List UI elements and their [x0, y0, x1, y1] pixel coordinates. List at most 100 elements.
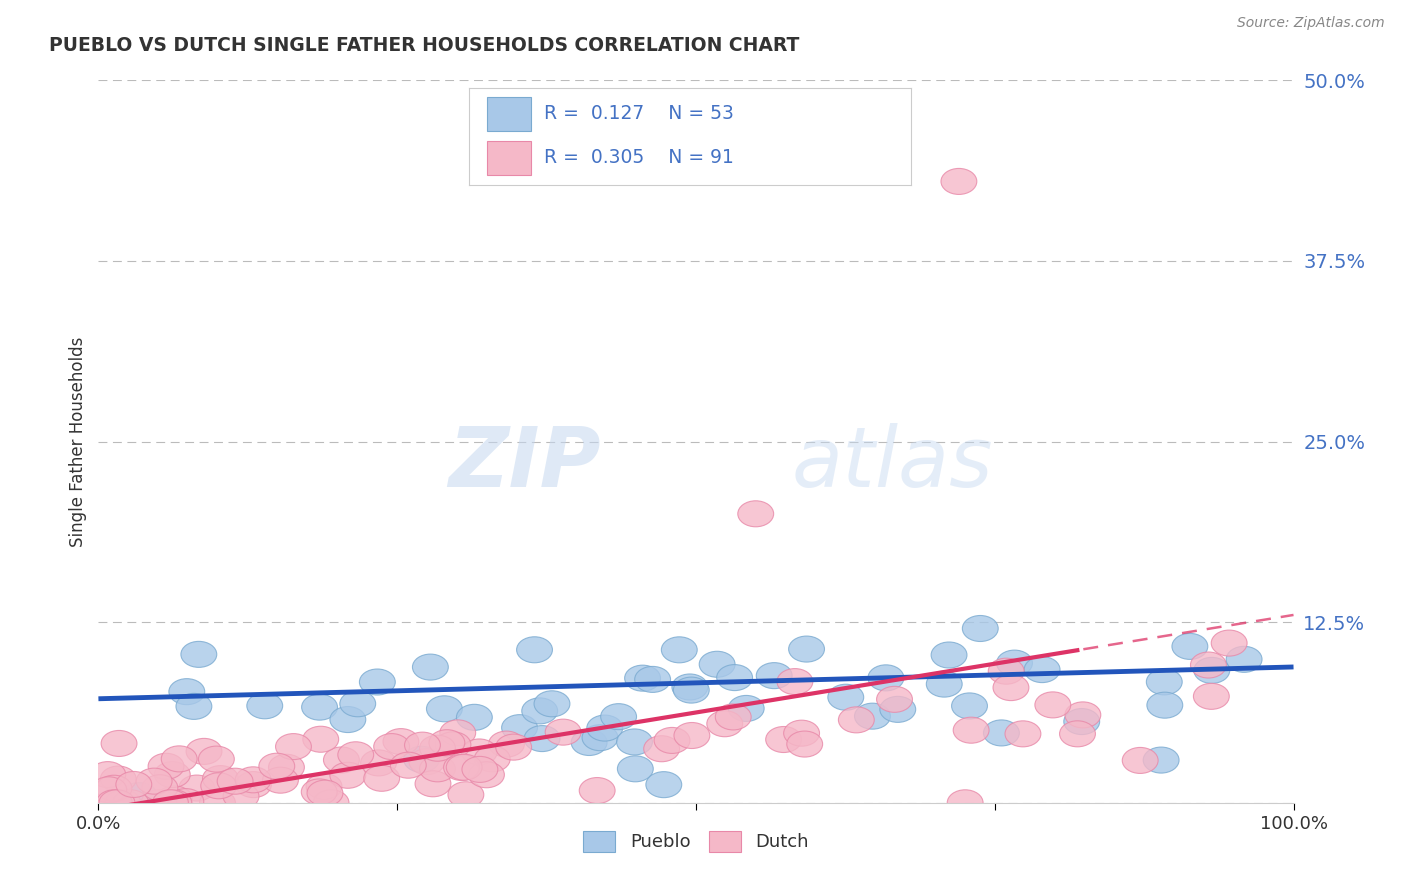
Ellipse shape [217, 768, 253, 794]
Ellipse shape [1064, 702, 1101, 728]
Ellipse shape [235, 767, 271, 793]
Ellipse shape [374, 733, 409, 760]
Ellipse shape [468, 762, 505, 788]
Ellipse shape [617, 756, 654, 781]
Ellipse shape [941, 169, 977, 194]
Ellipse shape [997, 650, 1032, 676]
Ellipse shape [645, 772, 682, 797]
Ellipse shape [457, 705, 492, 731]
Ellipse shape [952, 693, 987, 719]
Ellipse shape [91, 777, 127, 803]
Ellipse shape [586, 715, 623, 741]
Ellipse shape [96, 775, 132, 801]
Ellipse shape [323, 747, 360, 773]
Ellipse shape [186, 739, 222, 764]
Ellipse shape [415, 771, 451, 797]
Ellipse shape [330, 763, 366, 789]
Ellipse shape [582, 724, 617, 751]
Ellipse shape [97, 789, 132, 816]
Text: atlas: atlas [792, 423, 993, 504]
Ellipse shape [101, 731, 136, 756]
Ellipse shape [993, 674, 1029, 700]
Ellipse shape [247, 693, 283, 719]
Ellipse shape [728, 696, 763, 722]
Ellipse shape [1146, 669, 1182, 695]
Ellipse shape [546, 719, 581, 745]
Ellipse shape [176, 693, 212, 719]
Ellipse shape [717, 665, 752, 690]
Ellipse shape [624, 665, 661, 691]
Ellipse shape [162, 746, 197, 772]
Ellipse shape [634, 666, 671, 692]
Ellipse shape [105, 789, 141, 816]
Ellipse shape [673, 677, 709, 703]
Ellipse shape [524, 725, 560, 752]
Ellipse shape [115, 772, 152, 797]
Legend: Pueblo, Dutch: Pueblo, Dutch [575, 823, 817, 859]
Ellipse shape [1064, 708, 1099, 734]
Ellipse shape [404, 747, 440, 772]
Ellipse shape [707, 711, 742, 737]
Ellipse shape [449, 781, 484, 808]
Ellipse shape [307, 773, 342, 799]
Text: PUEBLO VS DUTCH SINGLE FATHER HOUSEHOLDS CORRELATION CHART: PUEBLO VS DUTCH SINGLE FATHER HOUSEHOLDS… [49, 36, 800, 54]
Ellipse shape [201, 772, 236, 798]
Ellipse shape [426, 696, 463, 722]
Ellipse shape [738, 500, 773, 527]
Ellipse shape [672, 674, 707, 700]
Ellipse shape [167, 789, 204, 814]
Ellipse shape [360, 669, 395, 695]
Ellipse shape [121, 782, 157, 808]
Ellipse shape [496, 734, 531, 760]
Ellipse shape [880, 697, 915, 723]
Ellipse shape [169, 679, 205, 705]
Ellipse shape [409, 748, 444, 774]
Ellipse shape [962, 615, 998, 641]
Ellipse shape [1024, 657, 1060, 682]
Ellipse shape [314, 789, 349, 816]
Ellipse shape [141, 789, 177, 816]
Ellipse shape [654, 728, 690, 754]
Ellipse shape [868, 665, 904, 690]
Ellipse shape [112, 789, 149, 816]
Ellipse shape [405, 732, 440, 758]
Ellipse shape [1035, 692, 1071, 718]
Ellipse shape [307, 780, 343, 806]
Ellipse shape [778, 669, 813, 695]
Ellipse shape [1226, 647, 1263, 673]
Ellipse shape [463, 756, 498, 782]
Ellipse shape [1194, 657, 1230, 683]
Ellipse shape [136, 768, 172, 794]
Ellipse shape [179, 775, 215, 801]
Ellipse shape [156, 789, 193, 816]
Ellipse shape [142, 775, 177, 801]
Ellipse shape [838, 706, 875, 733]
Ellipse shape [263, 767, 298, 793]
Ellipse shape [1211, 630, 1247, 657]
Ellipse shape [337, 742, 374, 768]
Ellipse shape [419, 756, 456, 781]
Ellipse shape [948, 789, 983, 816]
Ellipse shape [488, 731, 524, 757]
Ellipse shape [855, 703, 890, 729]
Ellipse shape [1194, 683, 1229, 709]
Ellipse shape [1147, 692, 1182, 718]
Ellipse shape [276, 733, 311, 760]
Text: ZIP: ZIP [447, 423, 600, 504]
Ellipse shape [1143, 747, 1180, 773]
Ellipse shape [434, 731, 471, 758]
Ellipse shape [699, 651, 735, 677]
Ellipse shape [828, 684, 863, 710]
Ellipse shape [673, 723, 710, 748]
Ellipse shape [330, 706, 366, 732]
Ellipse shape [644, 736, 679, 762]
Ellipse shape [716, 704, 751, 730]
Ellipse shape [783, 720, 820, 747]
Ellipse shape [1005, 721, 1040, 747]
Ellipse shape [988, 658, 1024, 684]
Ellipse shape [155, 762, 190, 788]
Ellipse shape [90, 762, 125, 788]
Ellipse shape [1191, 652, 1226, 678]
Ellipse shape [571, 730, 607, 756]
Ellipse shape [931, 642, 967, 668]
